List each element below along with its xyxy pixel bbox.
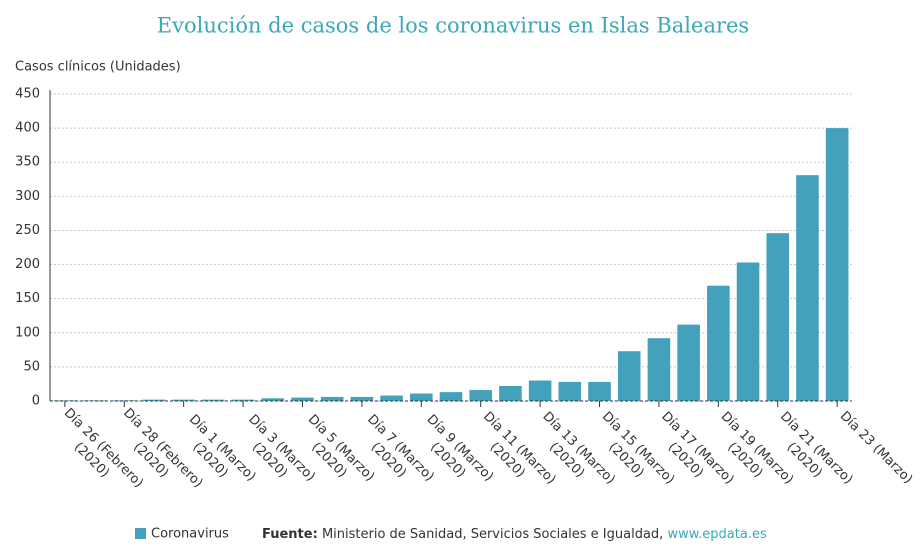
bar	[112, 400, 136, 401]
x-tick-label: Día 3 (Marzo)(2020)	[234, 412, 319, 497]
bar	[320, 396, 344, 401]
x-tick-label: Día 9 (Marzo)(2020)	[412, 412, 497, 497]
y-tick-label: 450	[15, 87, 40, 102]
legend-label: Coronavirus	[151, 527, 229, 542]
bar	[291, 397, 314, 401]
y-tick-label: 300	[15, 189, 40, 204]
bar	[53, 400, 77, 401]
bar	[172, 399, 195, 401]
chart-title: Evolución de casos de los coronavirus en…	[157, 14, 749, 38]
y-tick-label: 200	[15, 257, 40, 272]
source-text: Ministerio de Sanidad, Servicios Sociale…	[322, 527, 663, 542]
bar	[410, 393, 433, 401]
x-tick-label-group: Día 1 (Marzo)(2020)	[174, 412, 259, 497]
bar	[231, 399, 255, 401]
x-tick-label-group: Día 7 (Marzo)(2020)	[352, 412, 438, 497]
x-tick-label: Día 1 (Marzo)(2020)	[174, 412, 259, 497]
bar	[439, 392, 463, 401]
bar	[469, 390, 492, 401]
y-tick-label: 100	[15, 325, 40, 340]
bar	[736, 262, 760, 401]
bar	[825, 128, 849, 401]
bar	[677, 324, 700, 401]
bar	[350, 396, 374, 401]
bar	[83, 400, 106, 401]
y-tick-label: 50	[23, 359, 40, 374]
y-tick-label: 350	[15, 155, 40, 170]
bar	[647, 338, 671, 401]
x-tick-label-group: Día 5 (Marzo)(2020)	[293, 412, 378, 497]
y-tick-label: 250	[15, 223, 40, 238]
source-label: Fuente:	[262, 527, 318, 542]
bar	[617, 351, 641, 401]
bar	[142, 399, 166, 401]
bar	[261, 398, 285, 401]
bar	[202, 399, 225, 401]
bar	[558, 381, 582, 401]
y-axis-label: Casos clínicos (Unidades)	[15, 60, 181, 75]
bar	[499, 385, 522, 401]
x-tick-label: Día 7 (Marzo)(2020)	[352, 412, 437, 497]
legend-swatch	[135, 528, 146, 539]
x-tick-label-group: Día 9 (Marzo)(2020)	[412, 412, 497, 497]
y-tick-label: 150	[15, 291, 40, 306]
bar	[380, 395, 403, 401]
bar	[707, 285, 730, 401]
bar	[796, 175, 819, 401]
y-tick-label: 0	[32, 394, 40, 409]
bar	[528, 380, 552, 401]
bar	[766, 233, 790, 401]
source: Fuente: Ministerio de Sanidad, Servicios…	[262, 527, 767, 542]
y-tick-label: 400	[15, 121, 40, 136]
source-link[interactable]: www.epdata.es	[667, 527, 766, 542]
x-tick-label-group: Día 3 (Marzo)(2020)	[234, 412, 319, 497]
bar	[588, 381, 611, 401]
x-tick-label: Día 5 (Marzo)(2020)	[293, 412, 378, 497]
